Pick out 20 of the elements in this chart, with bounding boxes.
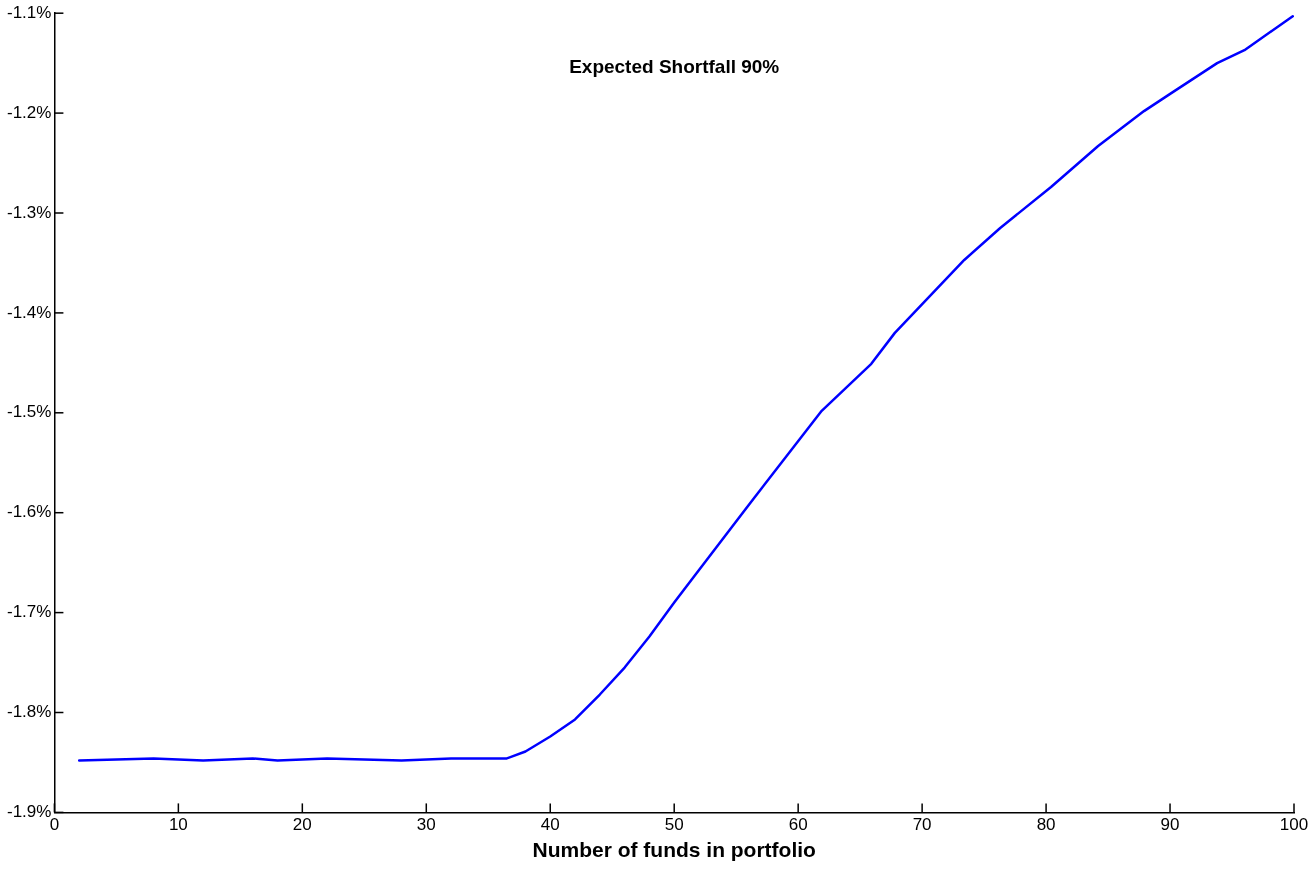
x-tick-label: 60: [788, 815, 808, 835]
x-tick-label: 20: [292, 815, 312, 835]
y-tick-label: -1.3%: [6, 202, 52, 222]
x-tick-label: 40: [540, 815, 560, 835]
y-tick-label: -1.4%: [6, 302, 52, 322]
text: Expected Shortfall 90%: [569, 56, 780, 78]
y-tick-label: -1.1%: [6, 2, 52, 22]
y-tick-label: -1.8%: [6, 702, 52, 722]
y-tick-label: -1.6%: [6, 502, 52, 522]
x-tick-label: 80: [1036, 815, 1056, 835]
x-tick-label: 50: [664, 815, 684, 835]
x-tick-label: 70: [912, 815, 932, 835]
x-tick-label: 90: [1160, 815, 1180, 835]
x-tick-label: 100: [1279, 815, 1309, 835]
x-tick-label: 30: [416, 815, 436, 835]
y-tick-label: -1.2%: [6, 102, 52, 122]
x-tick-label: 10: [168, 815, 188, 835]
x-axis-title: Number of funds in portfolio: [532, 838, 816, 862]
y-tick-label: -1.7%: [6, 602, 52, 622]
y-tick-label: -1.5%: [6, 402, 52, 422]
